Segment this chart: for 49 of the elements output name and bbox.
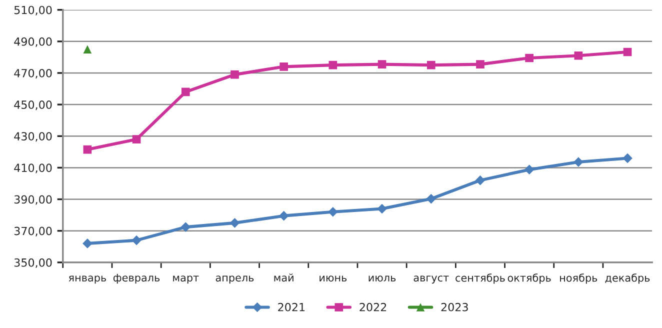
point [230, 70, 239, 79]
x-tick-label: август [414, 276, 449, 284]
y-tick-label: 370,00 [14, 226, 52, 236]
y-tick-label: 390,00 [14, 195, 52, 205]
y-tick-label: 430,00 [14, 132, 52, 142]
point [622, 153, 632, 164]
point [378, 60, 386, 68]
x-tick-label: октябрь [508, 274, 551, 284]
x-tick-label: декабрь [605, 274, 650, 284]
x-tick-label: февраль [113, 274, 160, 284]
y-tick-label: 470,00 [14, 68, 52, 78]
y-tick-label: 410,00 [14, 164, 52, 174]
y-tick-label: 510,00 [14, 6, 52, 16]
legend-label: 2023 [441, 302, 468, 312]
point [328, 60, 338, 70]
legend-label: 2022 [360, 302, 386, 312]
x-tick-label: январь [68, 276, 106, 284]
legend-label: 2021 [278, 302, 305, 312]
point [574, 157, 584, 167]
point [476, 60, 484, 68]
x-tick-label: сентябрь [456, 274, 505, 284]
x-tick-label: июнь [320, 276, 347, 282]
x-tick-label: март [173, 276, 199, 284]
point [426, 60, 436, 70]
y-tick-label: 350,00 [14, 258, 52, 268]
point [132, 235, 142, 246]
point [475, 175, 486, 186]
y-tick-label: 450,00 [14, 100, 52, 110]
point [280, 62, 288, 71]
point [132, 135, 141, 144]
point [377, 204, 387, 214]
point [278, 210, 289, 221]
x-tick-label: апрель [216, 276, 254, 284]
point [83, 45, 92, 54]
point [525, 54, 534, 62]
point [230, 218, 240, 228]
point [180, 222, 191, 232]
point [328, 206, 338, 217]
y-tick-label: 490,00 [14, 37, 52, 47]
point [574, 51, 583, 60]
point [82, 238, 92, 248]
point [83, 145, 92, 154]
point [524, 164, 534, 174]
point [623, 48, 632, 56]
x-tick-label: июль [368, 276, 396, 282]
point [181, 88, 190, 96]
x-tick-label: май [274, 274, 294, 282]
point [426, 194, 436, 204]
x-tick-label: ноябрь [560, 274, 598, 284]
